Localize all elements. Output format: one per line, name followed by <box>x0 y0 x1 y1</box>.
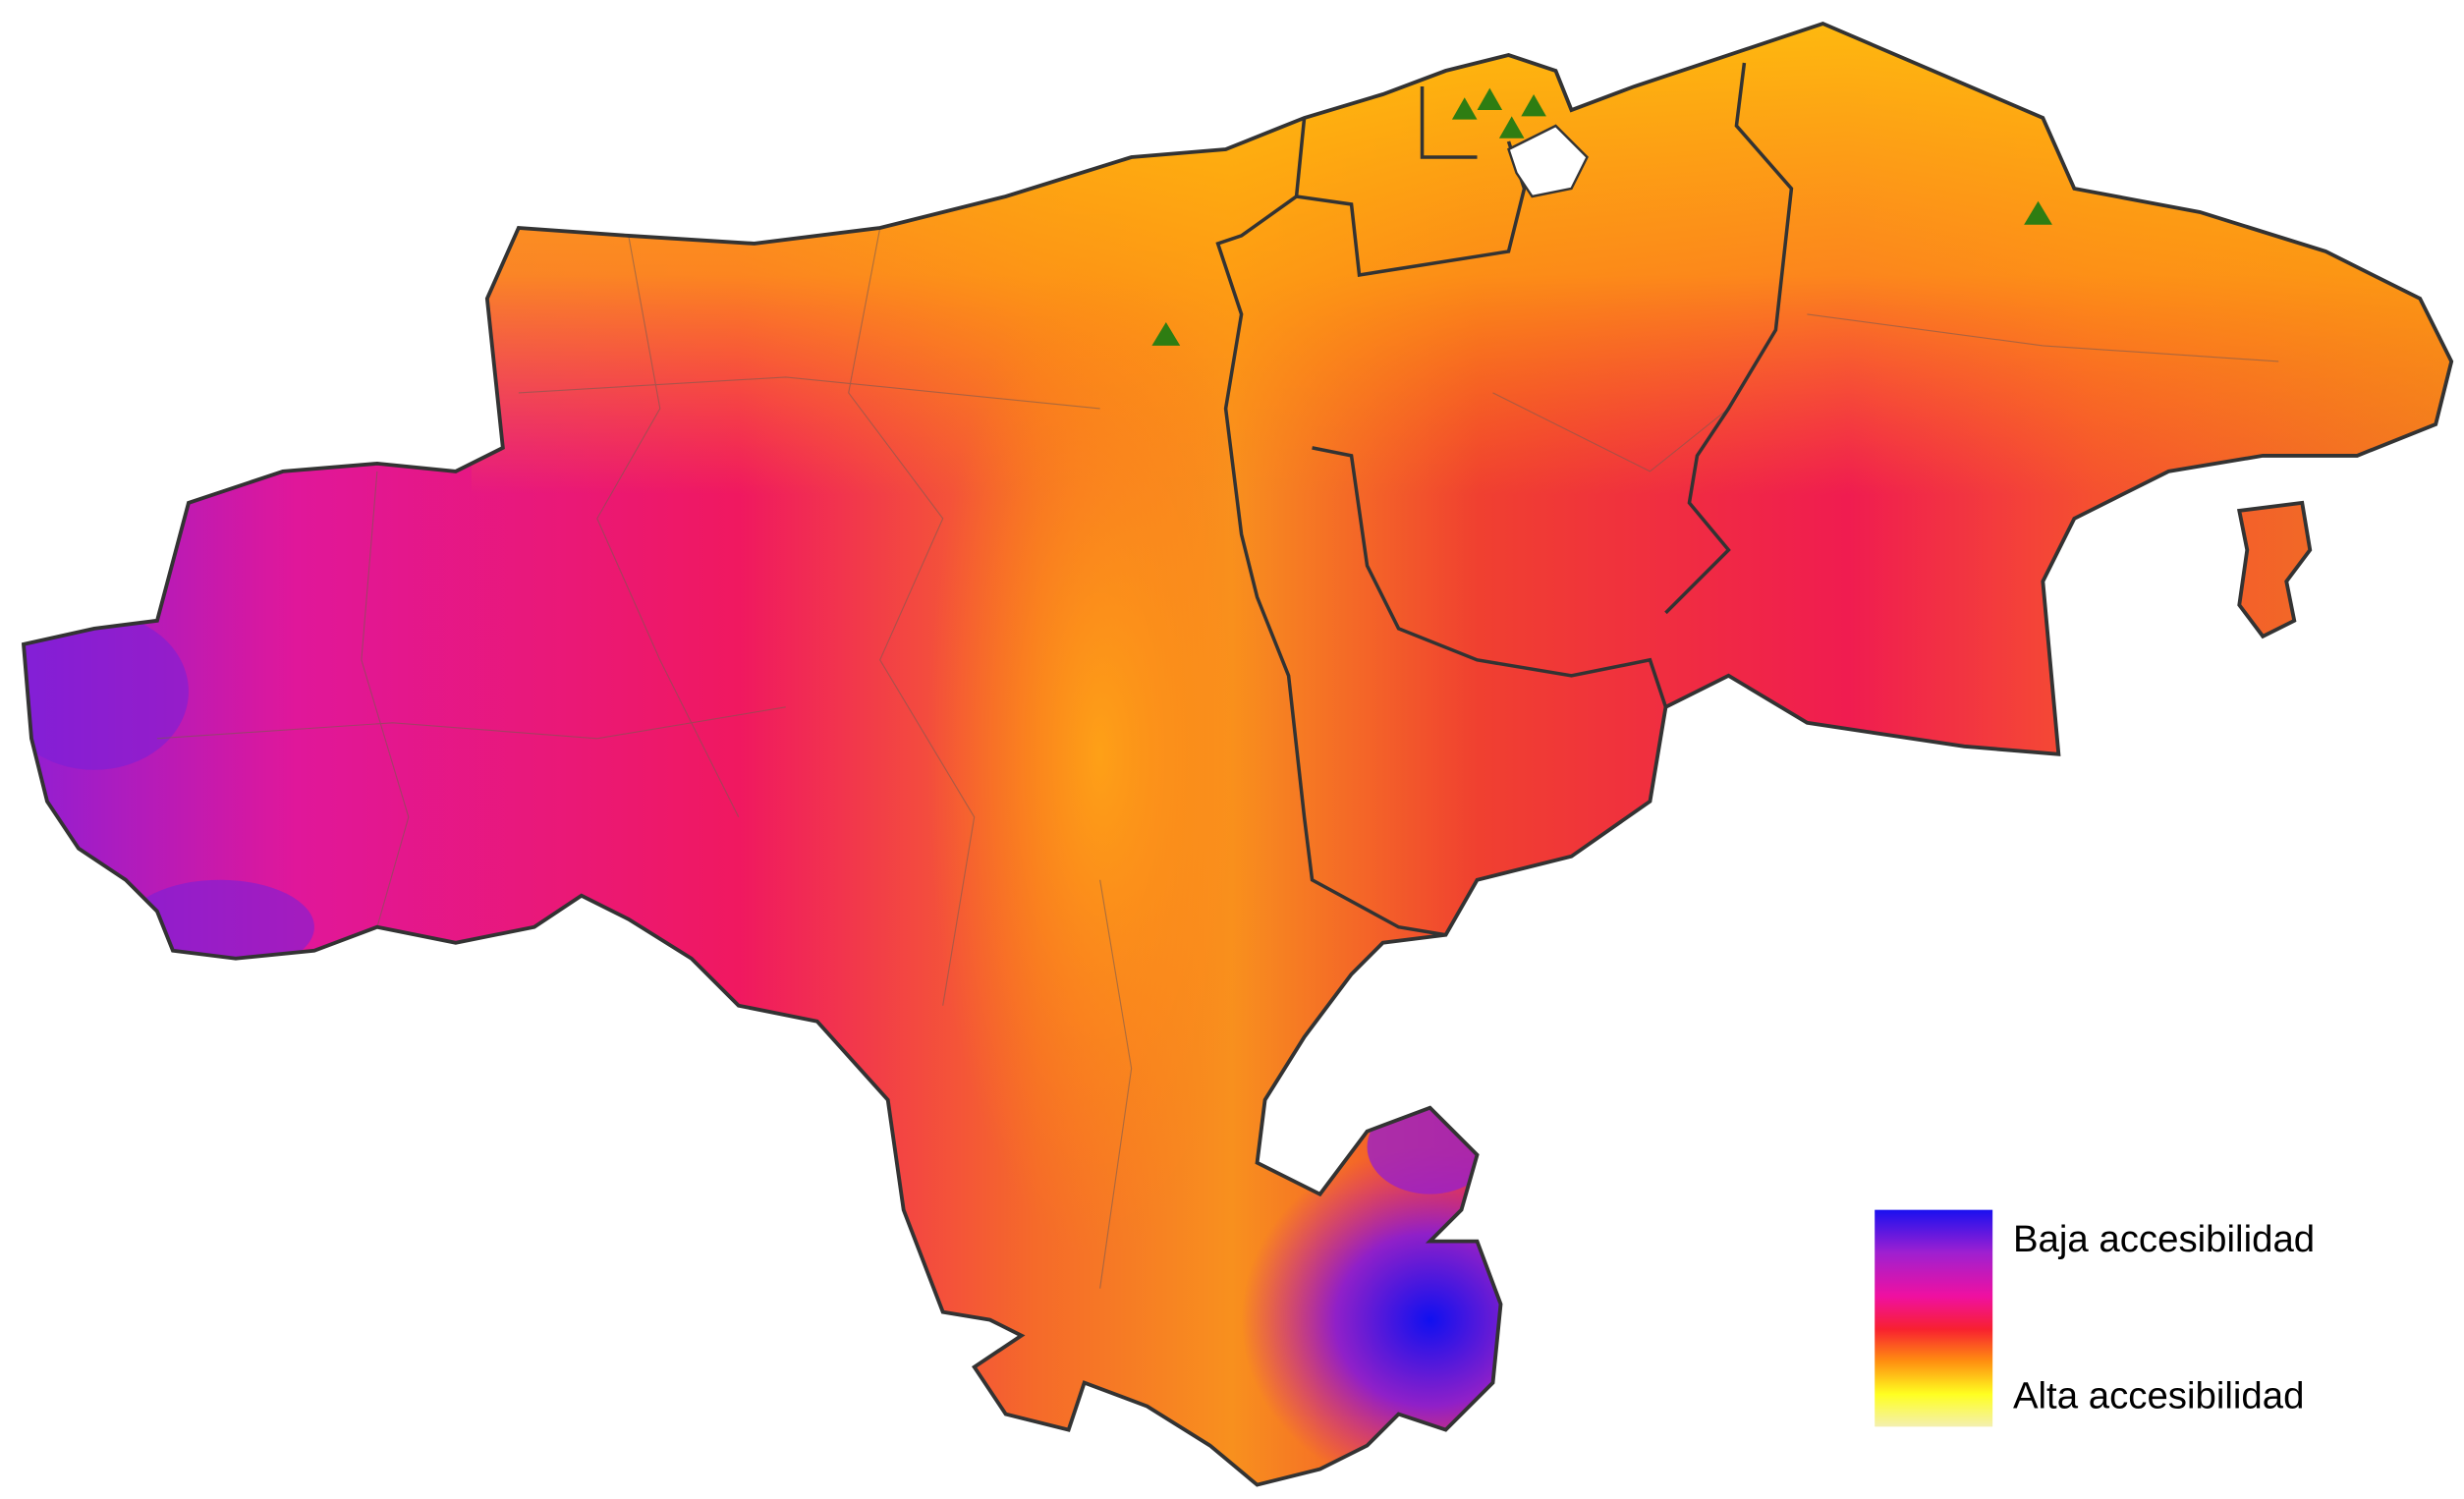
marker <box>1451 97 1478 120</box>
legend: Baja accesibilidad Alta accesibilidad <box>1875 1209 2315 1427</box>
border <box>1215 117 1446 937</box>
west-low <box>125 879 314 974</box>
border <box>1099 879 1133 1289</box>
north-shading <box>471 24 2452 1100</box>
legend-colorbar <box>1875 1209 1993 1427</box>
bay <box>1507 124 1589 198</box>
border <box>596 235 740 818</box>
marker <box>1498 116 1525 139</box>
border <box>1807 313 2279 362</box>
border <box>1312 446 1668 708</box>
markers <box>1151 87 2052 346</box>
west-low <box>23 612 189 770</box>
legend-label: Alta accesibilidad <box>2013 1375 2305 1417</box>
border <box>1420 86 1478 159</box>
legend-label: Baja accesibilidad <box>2013 1218 2315 1260</box>
south-east-low <box>1241 1146 1619 1485</box>
border <box>848 227 976 1006</box>
municipal-borders <box>156 227 2279 1289</box>
region-outline <box>21 21 2454 1487</box>
border <box>1492 392 1729 472</box>
marker <box>2024 200 2052 225</box>
south-east-low <box>1367 1099 1493 1194</box>
marker <box>1521 94 1546 117</box>
border <box>156 706 786 740</box>
border <box>518 376 1100 410</box>
district-borders <box>1215 62 1794 937</box>
border <box>361 471 410 927</box>
central-valley <box>926 250 1273 1257</box>
marker <box>1477 87 1503 111</box>
border <box>1664 62 1794 615</box>
marker <box>1151 321 1181 346</box>
